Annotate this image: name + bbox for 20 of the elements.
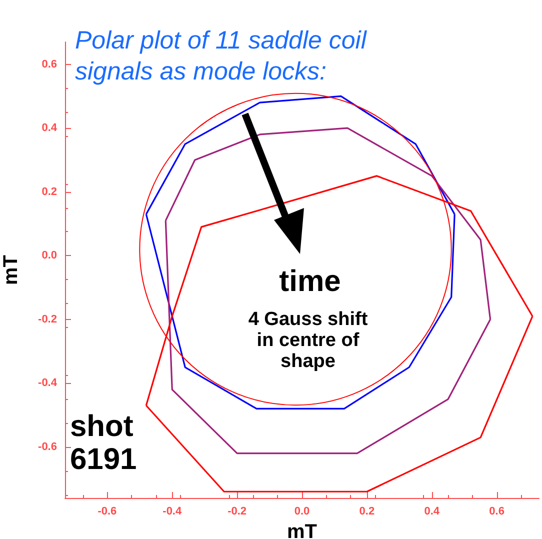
y-tick-label: 0.4	[42, 122, 58, 134]
y-tick-label: 0.6	[42, 58, 57, 70]
x-tick-label: 0.0	[294, 506, 310, 518]
y-axis-title: mT	[0, 255, 22, 285]
x-axis-title: mT	[287, 520, 317, 539]
chart-title: Polar plot of 11 saddle coil signals as mode locks:	[75, 26, 374, 86]
x-tick-label: -0.2	[228, 506, 247, 518]
x-tick-label: 0.2	[359, 506, 375, 518]
annotation: time	[278, 265, 342, 298]
x-tick-label: 0.4	[424, 506, 440, 518]
y-tick-label: 0.2	[42, 186, 57, 198]
y-tick-label: -0.4	[38, 377, 58, 390]
y-tick-label: 0.0	[42, 250, 57, 262]
x-tick-label: 0.6	[489, 506, 504, 518]
y-tick-label: -0.6	[38, 440, 57, 453]
x-tick-label: -0.6	[98, 506, 117, 518]
y-tick-label: -0.2	[38, 313, 57, 326]
annotation: shot 6191	[70, 410, 137, 476]
annotation: 4 Gauss shift in centre of shape	[247, 309, 369, 373]
x-tick-label: -0.4	[162, 506, 182, 518]
